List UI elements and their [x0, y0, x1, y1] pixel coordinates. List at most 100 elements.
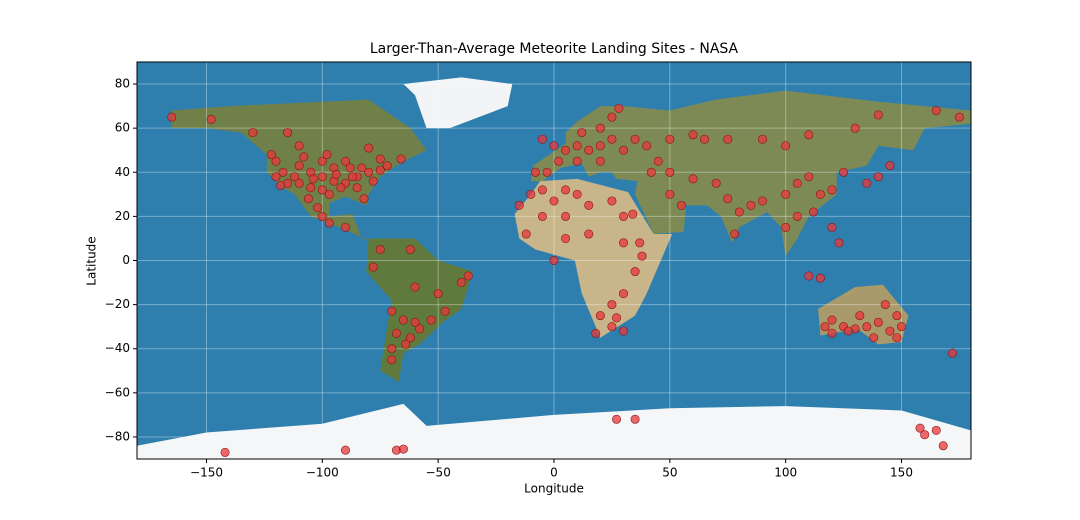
meteorite-point [688, 130, 698, 140]
meteorite-point [607, 112, 617, 122]
meteorite-point [688, 174, 698, 184]
meteorite-point [612, 313, 622, 323]
y-tick-label: 80 [115, 77, 130, 91]
meteorite-point [628, 209, 638, 219]
meteorite-point [827, 315, 837, 325]
meteorite-point [530, 167, 540, 177]
meteorite-point [618, 238, 628, 248]
meteorite-point [303, 194, 313, 204]
meteorite-point [938, 441, 948, 451]
meteorite-point [340, 222, 350, 232]
meteorite-point [357, 163, 367, 173]
meteorite-point [834, 238, 844, 248]
meteorite-point [862, 178, 872, 188]
meteorite-point [781, 141, 791, 151]
meteorite-point [781, 189, 791, 199]
y-tick-label: 0 [122, 253, 130, 267]
meteorite-point [317, 185, 327, 195]
meteorite-point [892, 333, 902, 343]
meteorite-point [572, 189, 582, 199]
meteorite-point [614, 103, 624, 113]
meteorite-point [947, 348, 957, 358]
meteorite-point [873, 110, 883, 120]
meteorite-point [607, 134, 617, 144]
meteorite-point [746, 200, 756, 210]
meteorite-point [387, 344, 397, 354]
y-tick-label: 20 [115, 209, 130, 223]
meteorite-point [653, 156, 663, 166]
meteorite-point [382, 161, 392, 171]
meteorite-point [368, 176, 378, 186]
meteorite-point [364, 167, 374, 177]
meteorite-point [843, 326, 853, 336]
meteorite-point [398, 315, 408, 325]
meteorite-point [931, 425, 941, 435]
meteorite-point [401, 339, 411, 349]
meteorite-point [646, 167, 656, 177]
meteorite-point [618, 326, 628, 336]
meteorite-point [561, 211, 571, 221]
x-axis-label: Longitude [524, 482, 584, 496]
meteorite-point [433, 289, 443, 299]
meteorite-point [607, 300, 617, 310]
meteorite-point [885, 326, 895, 336]
meteorite-point [584, 200, 594, 210]
x-tick-label: −50 [426, 466, 451, 480]
y-axis-label: Latitude [85, 236, 99, 285]
meteorite-point [618, 145, 628, 155]
meteorite-point [352, 183, 362, 193]
y-tick-label: −60 [105, 385, 130, 399]
meteorite-point [827, 222, 837, 232]
meteorite-point [781, 222, 791, 232]
meteorite-point [792, 211, 802, 221]
meteorite-point [880, 300, 890, 310]
meteorite-point [549, 196, 559, 206]
meteorite-point [595, 123, 605, 133]
meteorite-point [792, 178, 802, 188]
meteorite-point [410, 282, 420, 292]
meteorite-point [665, 189, 675, 199]
meteorite-point [855, 311, 865, 321]
meteorite-point [815, 189, 825, 199]
meteorite-point [542, 167, 552, 177]
meteorite-point [612, 414, 622, 424]
y-tick-label: 60 [115, 121, 130, 135]
meteorite-point [294, 178, 304, 188]
meteorite-point [618, 211, 628, 221]
meteorite-point [869, 333, 879, 343]
meteorite-point [324, 189, 334, 199]
meteorite-point [322, 150, 332, 160]
meteorite-point [607, 196, 617, 206]
meteorite-point [757, 196, 767, 206]
meteorite-point [396, 154, 406, 164]
meteorite-point [364, 143, 374, 153]
meteorite-point [299, 152, 309, 162]
meteorite-point [723, 134, 733, 144]
meteorite-point [278, 167, 288, 177]
x-tick-label: 100 [774, 466, 797, 480]
y-tick-label: −40 [105, 341, 130, 355]
meteorite-point [306, 183, 316, 193]
meteorite-point [537, 134, 547, 144]
meteorite-point [415, 324, 425, 334]
meteorite-point [410, 317, 420, 327]
meteorite-point [757, 134, 767, 144]
meteorite-point [734, 207, 744, 217]
meteorite-point [463, 271, 473, 281]
meteorite-point [317, 211, 327, 221]
meteorite-point [375, 165, 385, 175]
meteorite-point [892, 311, 902, 321]
meteorite-point [723, 194, 733, 204]
meteorite-point [549, 141, 559, 151]
meteorite-point [954, 112, 964, 122]
land-greenland [403, 77, 513, 129]
meteorite-point [635, 238, 645, 248]
meteorite-point [206, 114, 216, 124]
meteorite-point [607, 322, 617, 332]
meteorite-point [572, 156, 582, 166]
meteorite-point [642, 141, 652, 151]
meteorite-point [862, 322, 872, 332]
meteorite-point [931, 106, 941, 116]
meteorite-point [584, 229, 594, 239]
